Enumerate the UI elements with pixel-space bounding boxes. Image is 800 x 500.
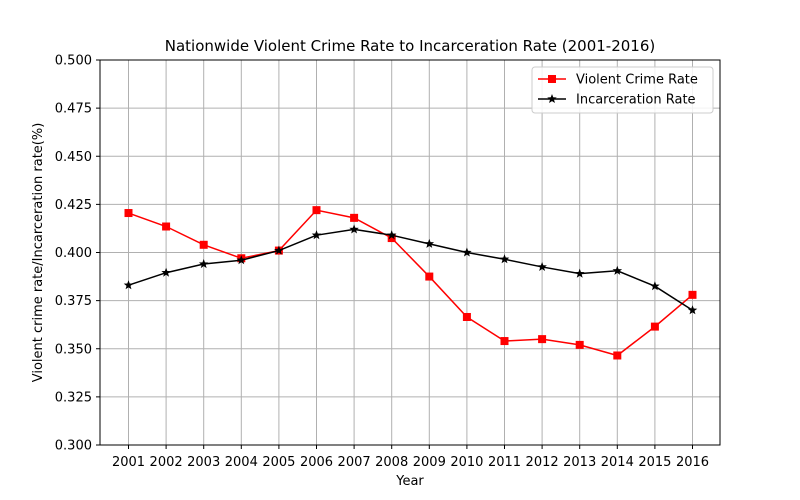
y-tick-label: 0.475	[55, 102, 92, 117]
legend-entry: Violent Crime Rate	[538, 73, 698, 88]
x-tick-label: 2002	[150, 455, 183, 470]
grid	[100, 59, 720, 446]
y-tick-label: 0.300	[55, 439, 92, 454]
legend-marker	[548, 75, 556, 83]
legend: Violent Crime Rate Incarceration Rate	[531, 66, 714, 114]
y-tick-label: 0.400	[55, 246, 92, 261]
series-violent-crime-rate	[124, 206, 697, 360]
legend-label: Violent Crime Rate	[576, 73, 698, 88]
x-axis: 2001 2002 2003 2004 2005 2006 2007 2008 2009 2010…	[112, 445, 709, 470]
x-tick-label: 2012	[526, 455, 559, 470]
x-tick-label: 2013	[563, 455, 596, 470]
data-point	[462, 247, 472, 257]
x-tick-label: 2010	[450, 455, 483, 470]
x-tick-label: 2014	[601, 455, 634, 470]
data-point	[462, 312, 471, 321]
data-point	[499, 254, 510, 264]
x-tick-label: 2001	[112, 455, 145, 470]
data-point	[650, 322, 659, 331]
data-point	[312, 206, 321, 215]
data-point	[349, 224, 359, 234]
data-point	[425, 272, 434, 281]
data-point	[161, 267, 171, 277]
series-layer	[123, 206, 698, 360]
x-tick-label: 2009	[413, 455, 446, 470]
y-axis: 0.300 0.325 0.350 0.375 0.400 0.425 0.450 0.475…	[55, 54, 100, 454]
y-tick-label: 0.425	[55, 198, 92, 213]
x-tick-label: 2005	[262, 455, 295, 470]
data-point	[386, 230, 397, 240]
legend-marker	[547, 94, 557, 104]
data-point	[500, 337, 509, 346]
data-point	[124, 209, 133, 218]
data-point	[650, 281, 660, 291]
x-tick-label: 2006	[300, 455, 333, 470]
series-incarceration-rate	[123, 224, 698, 315]
data-point	[198, 259, 209, 269]
x-tick-label: 2016	[676, 455, 709, 470]
x-tick-label: 2007	[338, 455, 371, 470]
data-point	[688, 290, 697, 299]
data-point	[613, 351, 622, 360]
x-tick-label: 2003	[187, 455, 220, 470]
y-axis-label: Violent crime rate/Incarceration rate(%)	[31, 123, 46, 383]
series-line	[128, 209, 693, 357]
data-point	[574, 268, 585, 278]
y-tick-label: 0.350	[55, 342, 92, 357]
x-tick-label: 2004	[225, 455, 258, 470]
legend-label: Incarceration Rate	[576, 93, 696, 108]
x-tick-label: 2011	[488, 455, 521, 470]
data-point	[311, 230, 322, 240]
chart-title: Nationwide Violent Crime Rate to Incarce…	[165, 37, 656, 55]
data-point	[274, 245, 284, 255]
data-point	[123, 280, 134, 290]
data-point	[537, 261, 547, 271]
y-tick-label: 0.500	[55, 54, 92, 69]
y-tick-label: 0.375	[55, 294, 92, 309]
data-point	[162, 222, 171, 231]
data-point	[575, 340, 584, 349]
x-axis-label: Year	[395, 474, 424, 489]
data-point	[387, 234, 396, 243]
data-point	[612, 265, 623, 275]
data-point	[538, 335, 547, 344]
data-point	[199, 240, 208, 249]
data-point	[236, 255, 247, 265]
y-tick-label: 0.325	[55, 390, 92, 405]
data-point	[350, 213, 359, 222]
y-tick-label: 0.450	[55, 150, 92, 165]
x-tick-label: 2015	[638, 455, 671, 470]
legend-entry: Incarceration Rate	[538, 93, 696, 108]
legend-box	[531, 66, 714, 114]
data-point	[687, 305, 698, 315]
series-line	[128, 228, 693, 311]
x-tick-label: 2008	[375, 455, 408, 470]
data-point	[424, 238, 435, 248]
